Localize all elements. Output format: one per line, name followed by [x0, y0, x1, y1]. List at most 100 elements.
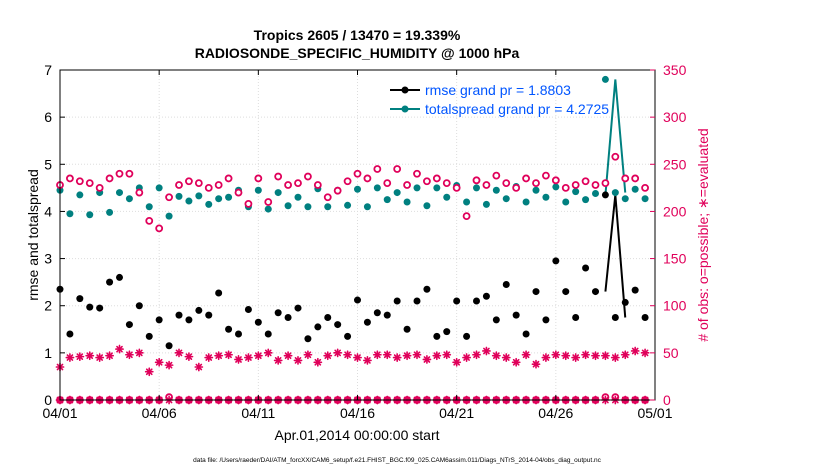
obs_evaluated-point: [571, 353, 581, 362]
obs_evaluated-point: [164, 360, 174, 370]
obs_evaluated-point: [363, 355, 372, 365]
obs_evaluated-point: [214, 351, 224, 361]
grid: [59, 69, 656, 401]
rmse-point: [582, 264, 590, 272]
totalspread-point: [215, 195, 223, 203]
obs_possible-point: [363, 174, 372, 183]
obs_evaluated-point: [115, 344, 124, 354]
obs_possible-point: [472, 176, 481, 185]
totalspread-point: [304, 203, 312, 211]
totalspread-point: [363, 203, 371, 211]
obs_evaluated-point: [422, 355, 432, 364]
obs_possible-point: [393, 165, 402, 173]
obs_possible-point: [185, 177, 193, 186]
totalspread-point: [66, 210, 74, 218]
rmse-point: [145, 332, 153, 340]
obs_possible-point: [591, 181, 600, 189]
axis-ticks: 04/01 04/06 04/11 04/16 04/21 04/26 05/0101234…: [42, 62, 686, 421]
obs_possible-point: [413, 169, 421, 178]
totalspread-point: [106, 208, 114, 216]
obs_evaluated-point: [224, 350, 233, 360]
obs_evaluated-point: [303, 350, 313, 360]
totalspread-point: [522, 198, 530, 206]
totalspread-point: [254, 186, 262, 194]
obs_evaluated-point: [491, 351, 501, 361]
obs_evaluated-point: [134, 348, 144, 358]
rmse-point: [383, 311, 391, 319]
x-tick-label: 04/21: [439, 405, 474, 421]
obs_evaluated-point: [511, 357, 521, 367]
obs_possible-point: [294, 179, 302, 188]
rmse-point: [294, 304, 302, 312]
obs_possible-point: [274, 172, 283, 181]
obs_possible-point: [214, 181, 223, 189]
rmse-point: [403, 325, 411, 333]
obs_possible-point: [383, 179, 392, 188]
totalspread-point: [155, 184, 163, 192]
plot-area: [55, 75, 650, 405]
legend-totalspread-marker: [401, 105, 409, 113]
obs_evaluated-point: [452, 357, 462, 367]
obs_possible-point: [135, 188, 144, 197]
x-tick-label: 04/16: [340, 405, 375, 421]
y-tick-label-right: 250: [663, 156, 687, 172]
totalspread-point: [611, 189, 619, 197]
obs_evaluated-point: [601, 351, 610, 361]
totalspread-point: [195, 192, 203, 200]
rmse-point: [542, 316, 550, 324]
obs_possible-point: [542, 171, 550, 180]
obs_possible-point: [323, 193, 332, 202]
rmse-point: [413, 297, 421, 305]
obs_evaluated-point: [313, 357, 323, 367]
rmse-point: [423, 285, 431, 293]
obs_possible-point: [551, 176, 560, 185]
totalspread-point: [284, 202, 292, 210]
x-tick-label: 04/06: [142, 405, 177, 421]
obs_possible-point: [165, 193, 173, 202]
totalspread-point: [116, 189, 123, 197]
y-tick-label-left: 3: [44, 251, 52, 267]
totalspread-point: [294, 193, 302, 201]
obs_possible-point: [442, 179, 451, 188]
obs_possible-point: [224, 174, 233, 183]
rmse-point: [512, 311, 520, 319]
obs_possible-point: [254, 174, 263, 183]
totalspread-point: [383, 196, 391, 204]
obs_evaluated-point: [501, 353, 511, 362]
obs_possible-point: [571, 181, 580, 189]
totalspread-point: [205, 200, 213, 208]
obs_evaluated-point: [462, 353, 471, 362]
obs_possible-point: [581, 177, 590, 186]
y-tick-label-left: 2: [44, 298, 52, 314]
rmse-point: [453, 297, 461, 305]
rmse-point: [225, 325, 233, 333]
rmse-point: [86, 303, 94, 311]
totalspread-point: [621, 195, 629, 203]
totalspread-point: [354, 185, 361, 193]
obs_evaluated-point: [293, 355, 303, 365]
totalspread-point: [274, 189, 282, 197]
obs_evaluated-point: [85, 351, 95, 361]
rmse-point: [274, 309, 282, 317]
totalspread-point: [145, 203, 153, 211]
obs_evaluated-point: [174, 348, 184, 358]
rmse-point: [96, 304, 104, 312]
rmse-point: [601, 191, 609, 199]
chart-title: Tropics 2605 / 13470 = 19.339%: [254, 27, 461, 43]
obs_possible-point: [403, 181, 411, 189]
obs_possible-point: [532, 179, 540, 188]
y-tick-label-right: 0: [663, 392, 671, 408]
obs_evaluated-point: [620, 350, 630, 360]
rmse-point: [195, 306, 203, 314]
totalspread-point: [423, 202, 431, 210]
y-tick-label-right: 150: [663, 251, 687, 267]
obs_evaluated-point: [630, 346, 640, 356]
obs_evaluated-point: [65, 353, 75, 362]
obs_possible-point: [482, 181, 491, 189]
obs_possible-point: [452, 183, 461, 192]
obs_possible-point: [234, 188, 243, 197]
obs_evaluated-point: [283, 351, 293, 361]
totalspread-point: [344, 201, 352, 209]
obs_evaluated-point: [372, 350, 382, 360]
rmse-point: [552, 257, 560, 265]
